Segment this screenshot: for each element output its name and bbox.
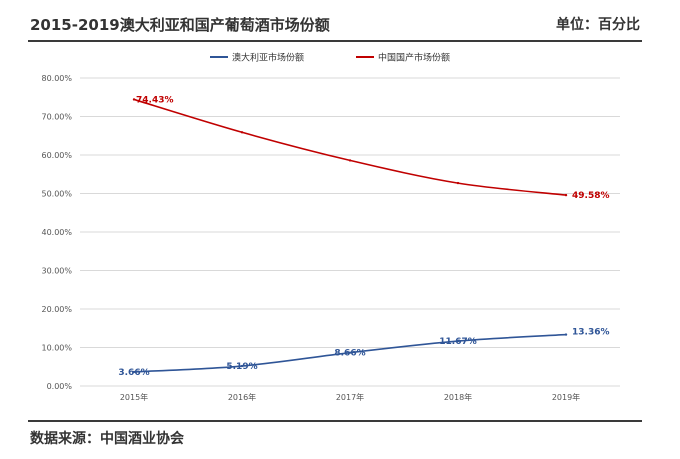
y-tick-label: 30.00% (41, 267, 72, 276)
data-point (348, 351, 352, 354)
data-point (564, 193, 568, 197)
chart-svg: 0.00% 10.00% 20.00% 30.00% 40.00% 50.00% 60.00… (41, 52, 620, 402)
y-tick-label: 40.00% (41, 228, 72, 237)
data-label: 49.58% (572, 191, 610, 201)
data-label: 11.67% (439, 337, 477, 347)
y-tick-label: 0.00% (47, 382, 73, 391)
line-chart: 0.00% 10.00% 20.00% 30.00% 40.00% 50.00% 60.00… (28, 42, 642, 420)
data-point (456, 339, 460, 343)
y-tick-label: 20.00% (41, 305, 72, 314)
y-tick-label: 60.00% (41, 151, 72, 160)
footer-bar: 数据来源：中国酒业协会 (28, 420, 642, 452)
legend: 澳大利亚市场份额 中国国产市场份额 (210, 52, 450, 64)
y-tick-label: 80.00% (41, 74, 72, 83)
header-bar: 2015-2019澳大利亚和国产葡萄酒市场份额 单位：百分比 (28, 12, 642, 42)
x-tick-label: 2018年 (444, 392, 472, 402)
y-tick-label: 50.00% (41, 190, 72, 199)
legend-label: 中国国产市场份额 (378, 52, 450, 64)
data-point (240, 131, 244, 134)
data-point (348, 159, 352, 162)
data-point (132, 98, 136, 101)
data-point (132, 370, 136, 374)
data-label: 74.43% (136, 95, 174, 105)
series-layer (132, 98, 568, 374)
data-labels: 3.66% 5.19% 8.66% 11.67% 13.36% 74.43% 49.58% (118, 95, 609, 377)
y-tick-label: 10.00% (41, 344, 72, 353)
y-axis-ticks: 0.00% 10.00% 20.00% 30.00% 40.00% 50.00% 60.00… (41, 74, 72, 391)
data-label: 5.19% (226, 362, 257, 372)
data-point (456, 181, 460, 185)
series-line (133, 98, 567, 196)
chart-title: 2015-2019澳大利亚和国产葡萄酒市场份额 (30, 16, 330, 34)
x-tick-label: 2019年 (552, 392, 580, 402)
x-tick-label: 2016年 (228, 392, 256, 402)
x-tick-label: 2015年 (120, 392, 148, 402)
data-point (240, 364, 244, 368)
data-point (564, 333, 568, 336)
data-label: 8.66% (334, 349, 365, 359)
grid-layer (80, 77, 620, 387)
x-axis-ticks: 2015年 2016年 2017年 2018年 2019年 (120, 392, 580, 402)
legend-label: 澳大利亚市场份额 (232, 52, 304, 64)
unit-label: 单位：百分比 (556, 17, 640, 33)
data-label: 13.36% (572, 328, 610, 338)
data-label: 3.66% (118, 368, 149, 378)
y-tick-label: 70.00% (41, 113, 72, 122)
source-note: 数据来源：中国酒业协会 (30, 431, 184, 447)
x-tick-label: 2017年 (336, 392, 364, 402)
